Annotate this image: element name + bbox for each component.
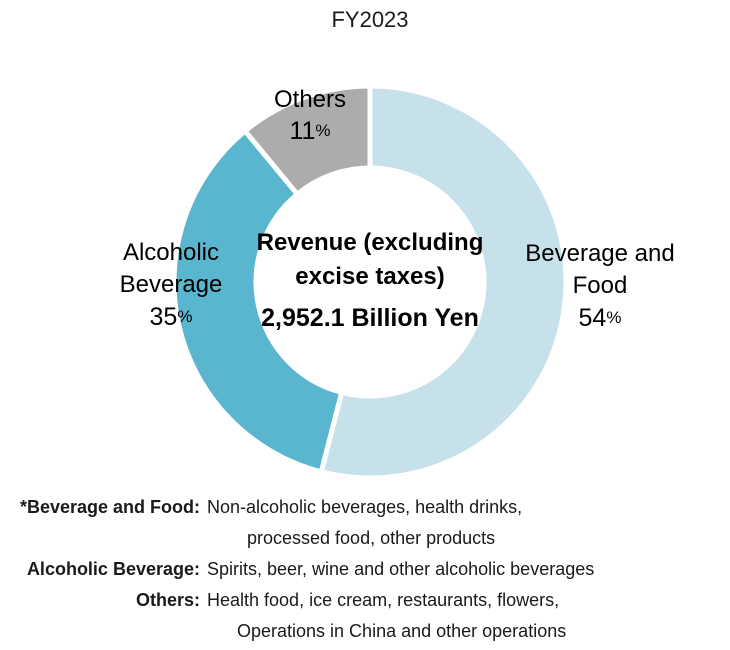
- slice-label-beverage-name-line2: Food: [572, 272, 628, 299]
- footnote-text: Operations in China and other operations: [237, 621, 567, 641]
- slice-label-beverage-value: 54%: [485, 302, 715, 334]
- footnote-label: [0, 616, 200, 647]
- slice-label-others-name: Others: [273, 86, 347, 113]
- slice-label-alcoholic-beverage: Alcoholic Beverage 35%: [56, 237, 286, 333]
- footnote-row-alcoholic-beverage: Alcoholic Beverage: Spirits, beer, wine …: [0, 554, 730, 585]
- slice-value-others: 11: [289, 117, 316, 145]
- donut-slice-beverage-and-food: [318, 83, 569, 481]
- footnote-label: Alcoholic Beverage:: [26, 559, 200, 579]
- donut-slice-alcoholic-beverage: [171, 127, 345, 475]
- footnote-label: *Beverage and Food:: [19, 497, 200, 517]
- slice-label-others: Others 11%: [230, 84, 390, 147]
- donut-center-label: Revenue (excluding excise taxes) 2,952.1…: [210, 226, 530, 335]
- slice-label-alcoholic-name-line1: Alcoholic: [122, 239, 220, 266]
- footnote-label: [0, 523, 200, 554]
- center-label-line1: Revenue (excluding: [256, 229, 484, 256]
- slice-value-beverage: 54: [578, 304, 607, 332]
- chart-title: FY2023: [331, 7, 409, 32]
- center-label-line2: excise taxes): [295, 263, 445, 290]
- center-label-revenue-value: 2,952.1 Billion Yen: [261, 304, 479, 332]
- slice-label-alcoholic-value: 35%: [56, 301, 286, 333]
- percent-sign: %: [315, 121, 331, 140]
- footnote-text: processed food, other products: [247, 528, 496, 548]
- slice-label-others-value: 11%: [230, 115, 390, 147]
- footnote-text: Spirits, beer, wine and other alcoholic …: [207, 559, 595, 579]
- footnote-row-beverage-and-food: *Beverage and Food: Non-alcoholic bevera…: [0, 492, 730, 523]
- footnote-row-others-continuation: Operations in China and other operations: [0, 616, 730, 647]
- footnote-row-others: Others: Health food, ice cream, restaura…: [0, 585, 730, 616]
- footnote-label: Others:: [135, 590, 200, 610]
- footnotes: *Beverage and Food: Non-alcoholic bevera…: [0, 492, 730, 647]
- percent-sign: %: [177, 307, 193, 326]
- slice-label-beverage-and-food: Beverage and Food 54%: [485, 238, 715, 334]
- slice-label-alcoholic-name-line2: Beverage: [119, 271, 223, 298]
- footnote-text: Health food, ice cream, restaurants, flo…: [207, 590, 560, 610]
- slice-value-alcoholic: 35: [149, 303, 178, 331]
- percent-sign: %: [606, 308, 622, 327]
- slice-label-beverage-name-line1: Beverage and: [525, 240, 675, 267]
- donut-slice-others: [241, 83, 373, 198]
- footnote-text: Non-alcoholic beverages, health drinks,: [207, 497, 523, 517]
- footnote-row-beverage-continuation: processed food, other products: [0, 523, 730, 554]
